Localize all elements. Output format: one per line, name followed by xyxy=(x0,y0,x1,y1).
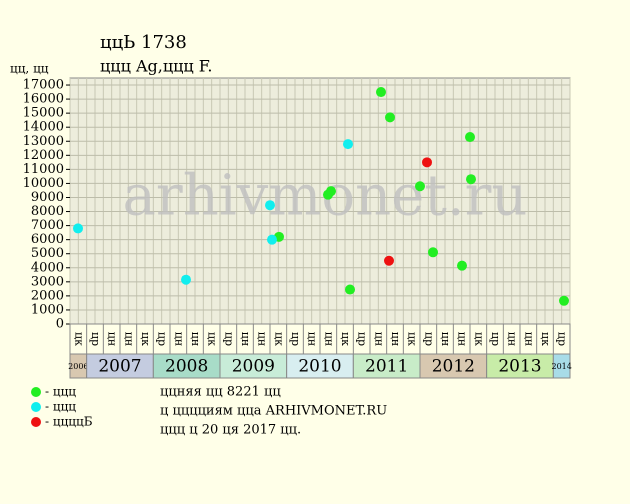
y-tick-label: 0 xyxy=(56,317,64,332)
column-label: цн xyxy=(306,332,319,346)
point xyxy=(326,186,336,197)
column-label: цр xyxy=(222,332,235,346)
legend-label: - ццц xyxy=(45,385,76,399)
column-label: цн xyxy=(372,332,385,346)
column-label: цк xyxy=(472,332,485,346)
note: ц цццциям цца ARHIVMONET.RU xyxy=(160,404,387,419)
chart-subtitle: ццц Ag,ццц F. xyxy=(100,57,212,76)
column-label: цк xyxy=(206,332,219,346)
year-band xyxy=(286,353,354,379)
column-label: цн xyxy=(122,332,135,346)
point xyxy=(385,112,395,123)
y-tick-label: 5000 xyxy=(31,246,64,261)
column-label: цн xyxy=(506,332,519,346)
y-tick-label: 10000 xyxy=(23,176,64,191)
legend-marker xyxy=(31,402,41,412)
legend-marker xyxy=(31,417,41,427)
column-label: цн xyxy=(106,332,119,346)
y-tick-label: 6000 xyxy=(31,232,64,247)
year-label: 2011 xyxy=(365,357,408,377)
y-axis-label: цц, цц xyxy=(10,62,49,76)
year-label: 2014 xyxy=(551,362,571,371)
point xyxy=(559,295,569,306)
y-tick-label: 16000 xyxy=(23,92,64,107)
point xyxy=(265,200,275,211)
year-band xyxy=(219,353,288,379)
column-label: цн xyxy=(172,332,185,346)
point xyxy=(73,223,83,234)
column-label: цк xyxy=(272,332,285,346)
year-label: 2006 xyxy=(68,362,88,371)
column-label: цк xyxy=(539,332,552,346)
column-label: цк xyxy=(339,332,352,346)
legend-label: - ццццБ xyxy=(45,415,93,429)
year-band xyxy=(352,353,421,379)
year-band xyxy=(86,353,154,379)
column-label: цр xyxy=(356,332,369,346)
column-label: цк xyxy=(72,332,85,346)
note: ццц ц 20 ця 2017 цц. xyxy=(160,423,301,438)
y-tick-label: 15000 xyxy=(23,106,64,121)
point xyxy=(415,181,425,192)
point xyxy=(465,132,475,143)
column-label: цр xyxy=(556,332,569,346)
column-label: цн xyxy=(189,332,202,346)
note: ццняя цц 8221 цц xyxy=(160,385,281,400)
point xyxy=(181,274,191,285)
year-label: 2013 xyxy=(498,357,541,377)
point xyxy=(384,255,394,266)
year-label: 2010 xyxy=(298,357,341,377)
y-tick-label: 13000 xyxy=(23,134,64,149)
column-label: цн xyxy=(439,332,452,346)
column-label: цк xyxy=(406,332,419,346)
point xyxy=(376,87,386,98)
column-label: цр xyxy=(89,332,102,346)
year-label: 2008 xyxy=(165,357,208,377)
y-tick-label: 2000 xyxy=(31,288,64,303)
year-band xyxy=(552,353,571,379)
column-label: цн xyxy=(456,332,469,346)
y-tick-label: 1000 xyxy=(31,302,64,317)
column-label: цк xyxy=(139,332,152,346)
point xyxy=(343,139,353,150)
y-tick-label: 11000 xyxy=(23,162,64,177)
column-label: цр xyxy=(489,332,502,346)
column-label: цр xyxy=(289,332,302,346)
year-label: 2007 xyxy=(98,357,141,377)
point xyxy=(428,247,438,258)
column-label: цр xyxy=(156,332,169,346)
year-label: 2009 xyxy=(232,357,275,377)
legend-marker xyxy=(31,387,41,397)
point xyxy=(457,260,467,271)
y-tick-label: 3000 xyxy=(31,274,64,289)
column-label: цр xyxy=(422,332,435,346)
point xyxy=(345,284,355,295)
column-label: цн xyxy=(389,332,402,346)
column-label: цн xyxy=(256,332,269,346)
y-tick-label: 9000 xyxy=(31,190,64,205)
column-label: цн xyxy=(322,332,335,346)
point xyxy=(466,174,476,185)
chart-title: ццЬ 1738 xyxy=(100,32,187,53)
y-tick-label: 4000 xyxy=(31,260,64,275)
year-label: 2012 xyxy=(432,357,475,377)
column-label: цн xyxy=(522,332,535,346)
legend-label: - ццц xyxy=(45,400,76,414)
y-tick-label: 17000 xyxy=(23,78,64,93)
point xyxy=(267,234,277,245)
point xyxy=(422,157,432,168)
column-label: цн xyxy=(239,332,252,346)
y-tick-label: 12000 xyxy=(23,148,64,163)
y-tick-label: 8000 xyxy=(31,204,64,219)
y-tick-label: 14000 xyxy=(23,120,64,135)
y-tick-label: 7000 xyxy=(31,218,64,233)
year-band xyxy=(419,353,488,379)
